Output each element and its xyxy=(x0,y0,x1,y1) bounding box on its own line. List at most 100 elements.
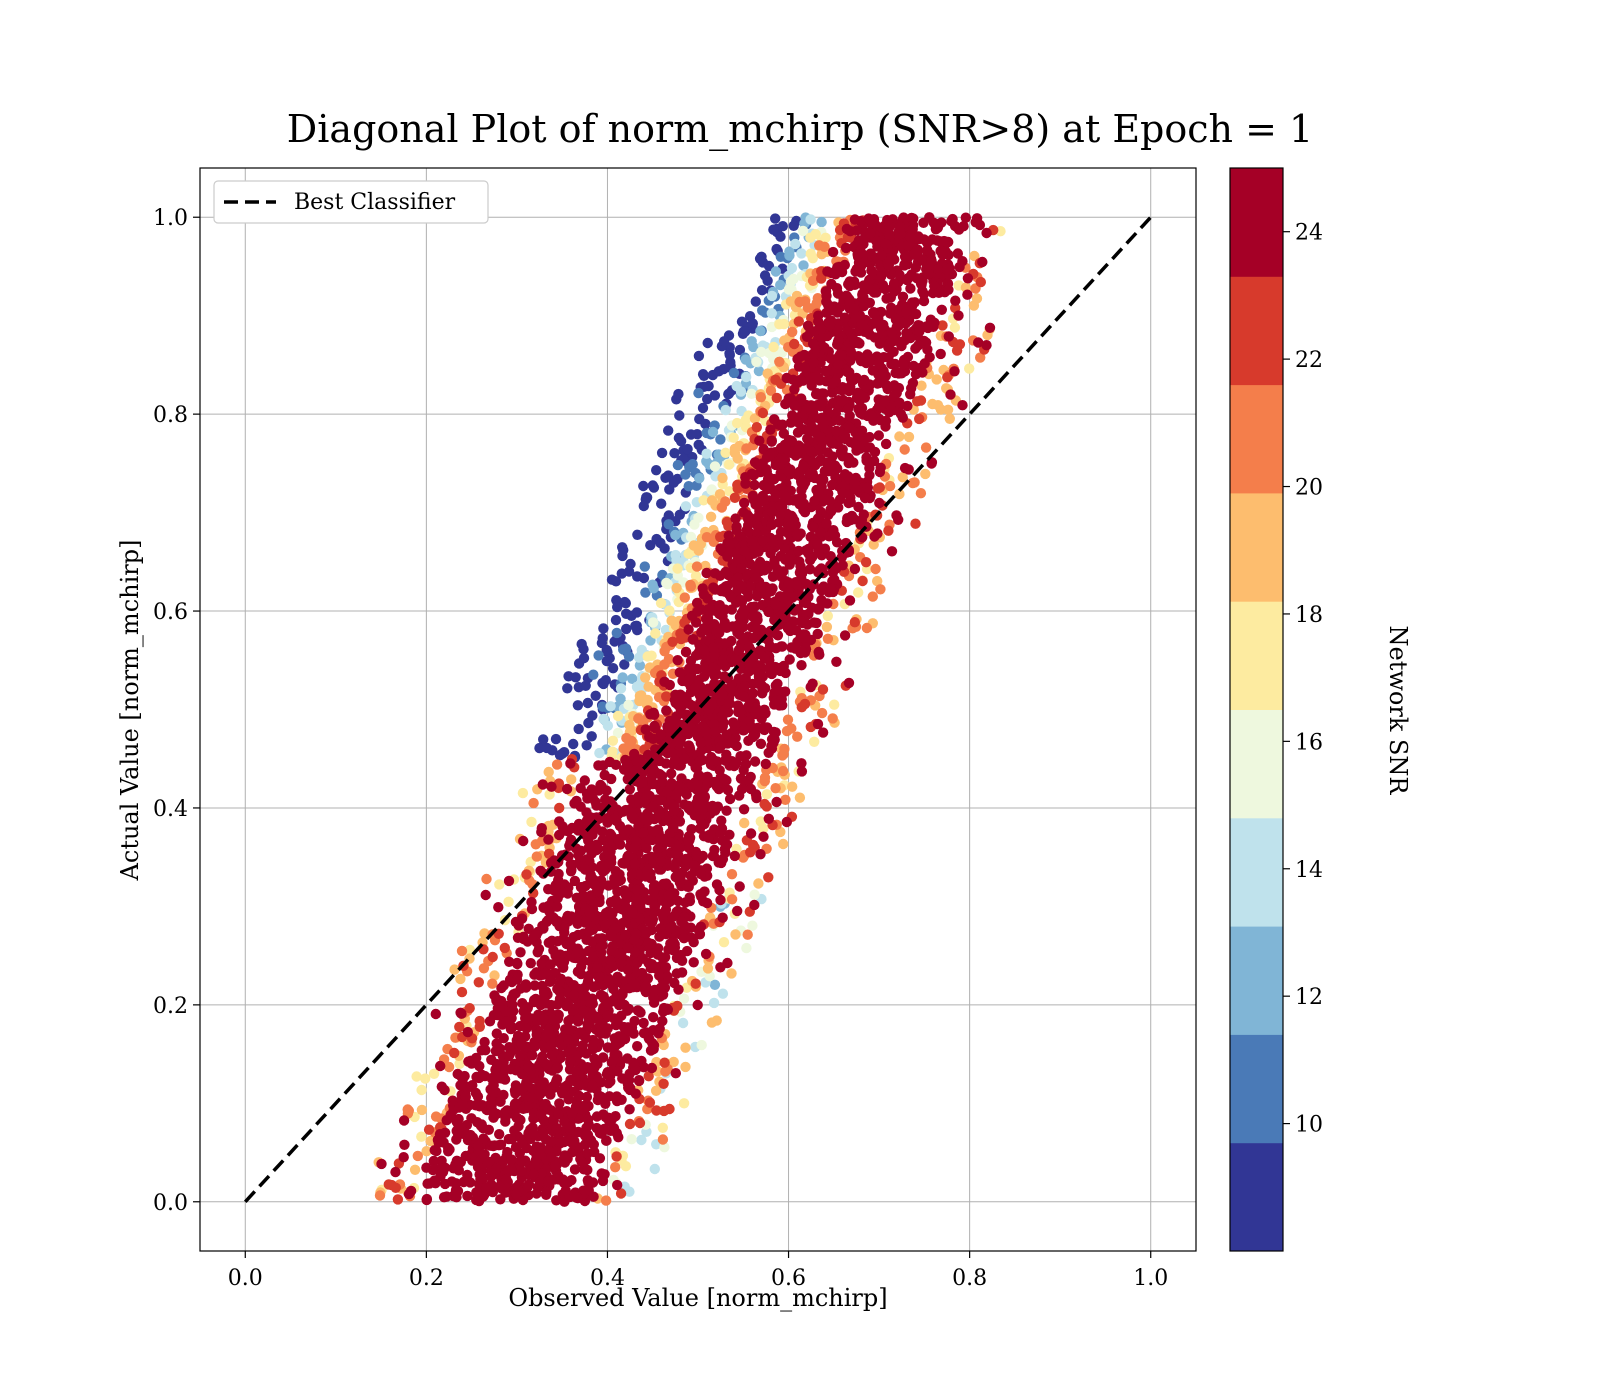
scatter-point xyxy=(539,1099,550,1111)
scatter-point xyxy=(496,982,507,994)
scatter-point xyxy=(561,1001,572,1012)
scatter-point xyxy=(819,342,830,353)
scatter-point xyxy=(661,691,672,702)
scatter-point xyxy=(745,581,756,592)
scatter-point xyxy=(984,322,996,333)
scatter-point xyxy=(631,892,642,904)
scatter-point xyxy=(587,998,598,1009)
scatter-point xyxy=(475,1173,486,1185)
scatter-point xyxy=(777,221,788,232)
scatter-point xyxy=(657,1122,668,1134)
scatter-point xyxy=(683,836,694,847)
scatter-point xyxy=(895,228,906,240)
scatter-point xyxy=(753,365,765,377)
scatter-point xyxy=(865,228,876,239)
scatter-point xyxy=(663,944,674,955)
scatter-point xyxy=(583,1184,594,1196)
scatter-point xyxy=(702,393,713,405)
scatter-point xyxy=(574,1090,585,1102)
scatter-point xyxy=(933,264,944,275)
scatter-point xyxy=(885,269,897,280)
scatter-point xyxy=(734,645,745,656)
scatter-point xyxy=(783,393,794,404)
scatter-point xyxy=(642,816,653,827)
scatter-point xyxy=(462,1026,473,1038)
scatter-point xyxy=(746,388,757,399)
scatter-point xyxy=(545,1089,556,1100)
scatter-point xyxy=(884,308,896,319)
scatter-point xyxy=(842,403,854,415)
scatter-point xyxy=(686,932,697,943)
scatter-point xyxy=(698,645,710,656)
scatter-point xyxy=(856,425,868,436)
scatter-point xyxy=(553,1109,564,1120)
scatter-point xyxy=(563,671,574,682)
scatter-point xyxy=(779,454,791,465)
scatter-point xyxy=(921,321,932,332)
scatter-point xyxy=(875,584,886,595)
scatter-point xyxy=(770,599,781,610)
scatter-point xyxy=(496,995,507,1007)
scatter-point xyxy=(586,936,597,947)
scatter-point xyxy=(672,563,683,574)
scatter-point xyxy=(608,983,619,995)
scatter-point xyxy=(827,479,838,491)
scatter-point xyxy=(562,683,573,694)
scatter-point xyxy=(661,577,672,589)
scatter-point xyxy=(648,1040,660,1051)
scatter-point xyxy=(509,1125,520,1136)
scatter-point xyxy=(661,878,672,889)
scatter-point xyxy=(831,656,842,667)
scatter-point xyxy=(849,303,860,314)
scatter-point xyxy=(852,249,863,260)
scatter-point xyxy=(894,269,905,281)
scatter-point xyxy=(643,1032,654,1044)
scatter-point xyxy=(765,449,776,460)
scatter-point xyxy=(820,365,831,377)
scatter-point xyxy=(526,1083,538,1094)
scatter-point xyxy=(551,1123,562,1134)
scatter-point xyxy=(683,800,694,812)
scatter-point xyxy=(692,999,703,1011)
scatter-point xyxy=(821,457,833,469)
scatter-point xyxy=(734,881,745,892)
scatter-point xyxy=(405,1185,417,1197)
scatter-point xyxy=(612,601,623,613)
scatter-point xyxy=(715,962,726,973)
scatter-point xyxy=(580,1032,592,1044)
scatter-point xyxy=(649,1163,660,1175)
scatter-point xyxy=(793,545,804,557)
scatter-point xyxy=(845,373,857,384)
scatter-point xyxy=(554,750,566,761)
scatter-point xyxy=(543,937,554,948)
scatter-point xyxy=(552,936,563,947)
scatter-point xyxy=(456,986,468,998)
scatter-point xyxy=(693,545,704,556)
scatter-point xyxy=(581,740,592,751)
scatter-point xyxy=(698,495,709,506)
scatter-point xyxy=(587,1177,599,1188)
scatter-point xyxy=(752,521,763,532)
scatter-point xyxy=(554,993,566,1005)
scatter-point xyxy=(757,407,769,419)
scatter-point xyxy=(775,251,786,262)
scatter-point xyxy=(565,1122,576,1133)
scatter-point xyxy=(583,1119,594,1130)
scatter-point xyxy=(611,627,622,639)
scatter-point xyxy=(714,600,725,611)
scatter-point xyxy=(559,922,570,933)
scatter-point xyxy=(879,283,891,295)
scatter-point xyxy=(683,624,694,635)
scatter-point xyxy=(443,1061,455,1073)
scatter-point xyxy=(409,1164,421,1176)
scatter-point xyxy=(700,948,712,960)
scatter-point xyxy=(771,796,782,808)
scatter-point xyxy=(680,1042,691,1053)
scatter-point xyxy=(659,543,670,554)
scatter-point xyxy=(741,942,752,954)
scatter-point xyxy=(483,1156,495,1168)
scatter-point xyxy=(472,1140,484,1152)
scatter-point xyxy=(597,701,608,712)
scatter-point xyxy=(568,738,579,750)
